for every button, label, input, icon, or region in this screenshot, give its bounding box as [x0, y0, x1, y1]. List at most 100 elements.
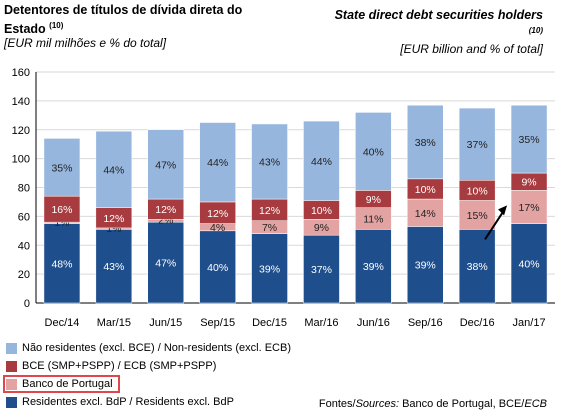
x-tick-label: Mar/15	[97, 317, 131, 329]
chart-title-pt: Detentores de títulos de dívida direta d…	[4, 3, 274, 37]
data-label-ecb: 12%	[259, 205, 280, 217]
y-tick-label: 160	[12, 67, 30, 79]
source-note: Fontes/Sources: Banco de Portugal, BCE/E…	[319, 398, 547, 410]
x-tick-label: Jan/17	[513, 317, 546, 329]
bar-segment-bdp	[510, 190, 548, 224]
data-label-residents: 39%	[259, 263, 280, 275]
bar-segment-nonres	[355, 112, 392, 191]
x-tick-label: Jun/15	[149, 317, 182, 329]
legend-entry-bdp: Banco de Portugal	[3, 375, 120, 393]
legend-swatch-ecb	[6, 360, 17, 372]
bar-segment-residents	[147, 221, 184, 304]
bar-segment-nonres	[147, 129, 184, 200]
y-tick-label: 60	[18, 211, 30, 223]
data-label-nonres: 40%	[363, 146, 384, 158]
data-label-residents: 39%	[415, 260, 436, 272]
y-tick-label: 120	[12, 125, 30, 137]
data-label-bdp: 7%	[262, 222, 277, 234]
data-label-bdp: 14%	[415, 208, 436, 220]
annotation-arrow-head	[498, 205, 508, 216]
y-tick-label: 40	[18, 240, 30, 252]
legend-entry-nonres: Não residentes (excl. BCE) / Non-residen…	[6, 342, 291, 354]
chart-title-en: State direct debt securities holders (10…	[323, 8, 543, 42]
bar-segment-nonres	[95, 130, 133, 208]
annotation-arrow-shaft	[484, 209, 505, 240]
legend-label-nonres: Não residentes (excl. BCE) / Non-residen…	[22, 342, 291, 354]
data-label-nonres: 37%	[467, 139, 488, 151]
x-tick-label: Mar/16	[304, 317, 338, 329]
data-label-nonres: 35%	[519, 134, 540, 146]
data-label-ecb: 12%	[155, 204, 176, 216]
source-text: Banco de Portugal, BCE/	[399, 398, 525, 410]
data-label-residents: 37%	[311, 264, 332, 276]
x-tick-label: Dec/16	[460, 317, 495, 329]
bar-segment-nonres	[510, 104, 548, 174]
data-label-bdp: 9%	[314, 222, 329, 234]
data-label-ecb: 10%	[311, 205, 332, 217]
chart-title-pt-text: Detentores de títulos de dívida direta d…	[4, 3, 243, 37]
bar-segment-residents	[407, 226, 444, 304]
data-label-ecb: 16%	[51, 204, 72, 216]
legend-entry-residents: Residentes excl. BdP / Residents excl. B…	[6, 396, 234, 408]
data-label-residents: 47%	[155, 258, 176, 270]
data-label-nonres: 47%	[155, 159, 176, 171]
x-tick-label: Jun/16	[357, 317, 390, 329]
x-tick-label: Sep/15	[200, 317, 235, 329]
x-tick-label: Dec/14	[45, 317, 80, 329]
data-label-ecb: 10%	[415, 184, 436, 196]
data-label-nonres: 35%	[51, 162, 72, 174]
x-tick-label: Sep/16	[408, 317, 443, 329]
bar-segment-nonres	[251, 123, 288, 200]
data-label-residents: 38%	[467, 261, 488, 273]
chart-title-pt-note: (10)	[49, 21, 64, 30]
bar-segment-residents	[303, 234, 340, 304]
legend-entry-ecb: BCE (SMP+PSPP) / ECB (SMP+PSPP)	[6, 360, 216, 372]
data-label-bdp: 11%	[363, 214, 383, 226]
data-label-residents: 43%	[103, 261, 124, 273]
bar-segment-nonres	[43, 138, 81, 197]
data-label-residents: 40%	[519, 258, 540, 270]
data-label-bdp: 15%	[467, 210, 488, 222]
data-label-ecb: 10%	[467, 185, 488, 197]
bar-segment-residents	[95, 229, 133, 304]
y-tick-label: 20	[18, 269, 30, 281]
source-prefix: Fontes/	[318, 398, 356, 410]
stacked-bar-chart: 02040608010012014016048%1%16%35%Dec/1443…	[12, 67, 555, 329]
chart-title-en-text: State direct debt securities holders	[334, 8, 543, 22]
y-tick-label: 140	[12, 96, 30, 108]
bar-segment-nonres	[458, 107, 496, 181]
bar-segment-residents	[510, 223, 548, 304]
legend-swatch-nonres	[6, 342, 17, 354]
data-label-nonres: 38%	[415, 137, 436, 149]
chart-title-en-note: (10)	[528, 26, 543, 35]
data-label-ecb: 12%	[103, 213, 124, 225]
legend-label-ecb: BCE (SMP+PSPP) / ECB (SMP+PSPP)	[22, 360, 217, 372]
y-tick-label: 0	[24, 298, 30, 310]
chart-unit-pt: [EUR mil milhões e % do total]	[4, 36, 167, 50]
data-label-nonres: 44%	[103, 164, 124, 176]
bar-segment-nonres	[407, 104, 444, 180]
data-label-nonres: 43%	[259, 157, 280, 169]
data-label-bdp: 4%	[210, 222, 225, 234]
data-label-residents: 39%	[363, 261, 384, 273]
bar-segment-ecb	[43, 195, 81, 223]
bar-segment-residents	[43, 223, 81, 304]
legend-swatch-bdp	[6, 378, 17, 390]
data-label-ecb: 12%	[207, 208, 228, 220]
data-label-nonres: 44%	[207, 157, 228, 169]
legend-label-residents: Residentes excl. BdP / Residents excl. B…	[22, 396, 234, 408]
data-label-residents: 40%	[207, 262, 228, 274]
x-tick-label: Dec/15	[252, 317, 287, 329]
y-tick-label: 80	[18, 183, 30, 195]
bar-segment-nonres	[303, 120, 340, 201]
bar-segment-residents	[355, 229, 392, 304]
data-label-ecb: 9%	[366, 194, 381, 206]
bar-segment-bdp	[407, 198, 444, 227]
chart-unit-en: [EUR billion and % of total]	[400, 42, 543, 56]
bar-segment-nonres	[199, 122, 236, 203]
data-label-nonres: 44%	[311, 156, 332, 168]
data-label-bdp: 17%	[519, 202, 540, 214]
y-tick-label: 100	[12, 154, 30, 166]
data-label-residents: 48%	[51, 258, 72, 270]
data-label-ecb: 9%	[521, 177, 536, 189]
